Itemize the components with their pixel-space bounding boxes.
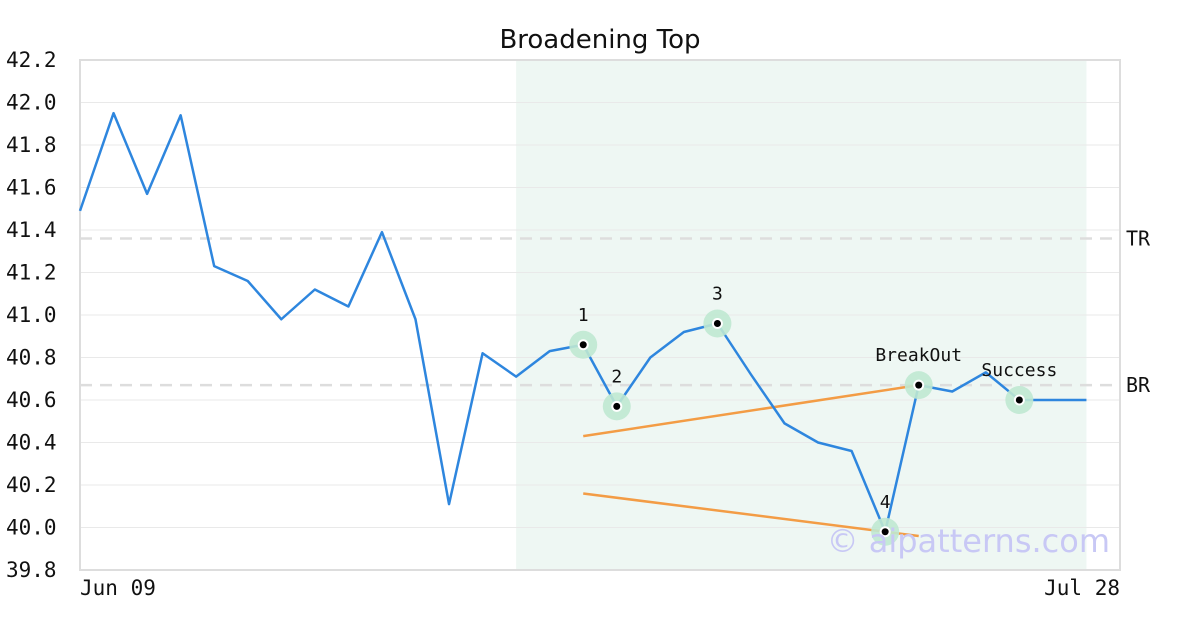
y-tick-label: 42.2 — [6, 48, 57, 72]
reference-label-tr: TR — [1126, 227, 1151, 251]
pivot-label: 2 — [611, 366, 622, 387]
y-tick-label: 40.4 — [6, 431, 57, 455]
trend-line — [583, 492, 919, 538]
pivot-point — [613, 402, 621, 410]
y-tick-label: 39.8 — [6, 558, 57, 582]
y-tick-label: 41.4 — [6, 218, 57, 242]
pivot-point — [881, 528, 889, 536]
y-tick-label: 41.8 — [6, 133, 57, 157]
pivot-label: 4 — [880, 492, 891, 513]
y-tick-label: 40.0 — [6, 516, 57, 540]
pivot-point — [915, 381, 923, 389]
plot-frame — [79, 59, 1121, 571]
pivot-point — [1015, 396, 1023, 404]
y-tick-label: 40.8 — [6, 346, 57, 370]
chart-title: Broadening Top — [499, 25, 700, 55]
watermark: © aipatterns.com — [827, 522, 1110, 560]
x-tick-label: Jun 09 — [80, 576, 156, 600]
x-tick-label: Jul 28 — [1044, 576, 1120, 600]
y-tick-label: 41.6 — [6, 176, 57, 200]
pivot-point — [713, 320, 721, 327]
pivot-label: Success — [981, 360, 1057, 381]
pivot-label: BreakOut — [875, 345, 962, 366]
y-tick-label: 41.0 — [6, 303, 57, 327]
y-tick-label: 42.0 — [6, 91, 57, 115]
y-tick-label: 40.6 — [6, 388, 57, 412]
y-tick-label: 41.2 — [6, 261, 57, 285]
pivot-label: 1 — [578, 305, 589, 326]
pivot-point — [579, 341, 587, 349]
reference-label-br: BR — [1126, 373, 1151, 397]
y-tick-label: 40.2 — [6, 473, 57, 497]
pivot-label: 3 — [712, 284, 723, 305]
trend-line — [583, 383, 919, 438]
